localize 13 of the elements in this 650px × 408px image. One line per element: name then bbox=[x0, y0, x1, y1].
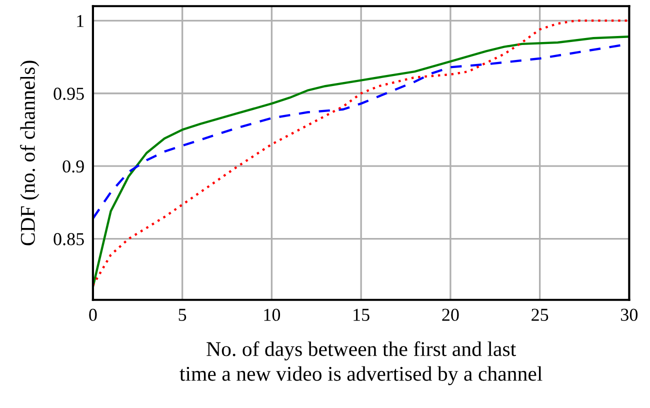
x-tick-label: 25 bbox=[532, 308, 548, 321]
y-tick-label: 0.95 bbox=[54, 88, 84, 100]
x-tick-label: 10 bbox=[264, 308, 280, 321]
x-tick-label: 5 bbox=[178, 308, 186, 321]
y-tick-label: 1 bbox=[77, 15, 84, 27]
y-tick-label: 0.9 bbox=[62, 160, 84, 173]
x-axis-title: No. of days between the first and last time a new video is advertised by a channel bbox=[180, 341, 542, 386]
x-tick-label: 0 bbox=[89, 308, 97, 321]
x-tick-label: 20 bbox=[442, 308, 459, 321]
x-tick-label: 30 bbox=[621, 308, 638, 321]
y-axis-title: CDF (no. of channels) bbox=[20, 60, 40, 246]
y-tick-label: 0.85 bbox=[54, 233, 84, 246]
x-tick-label: 15 bbox=[354, 308, 370, 321]
